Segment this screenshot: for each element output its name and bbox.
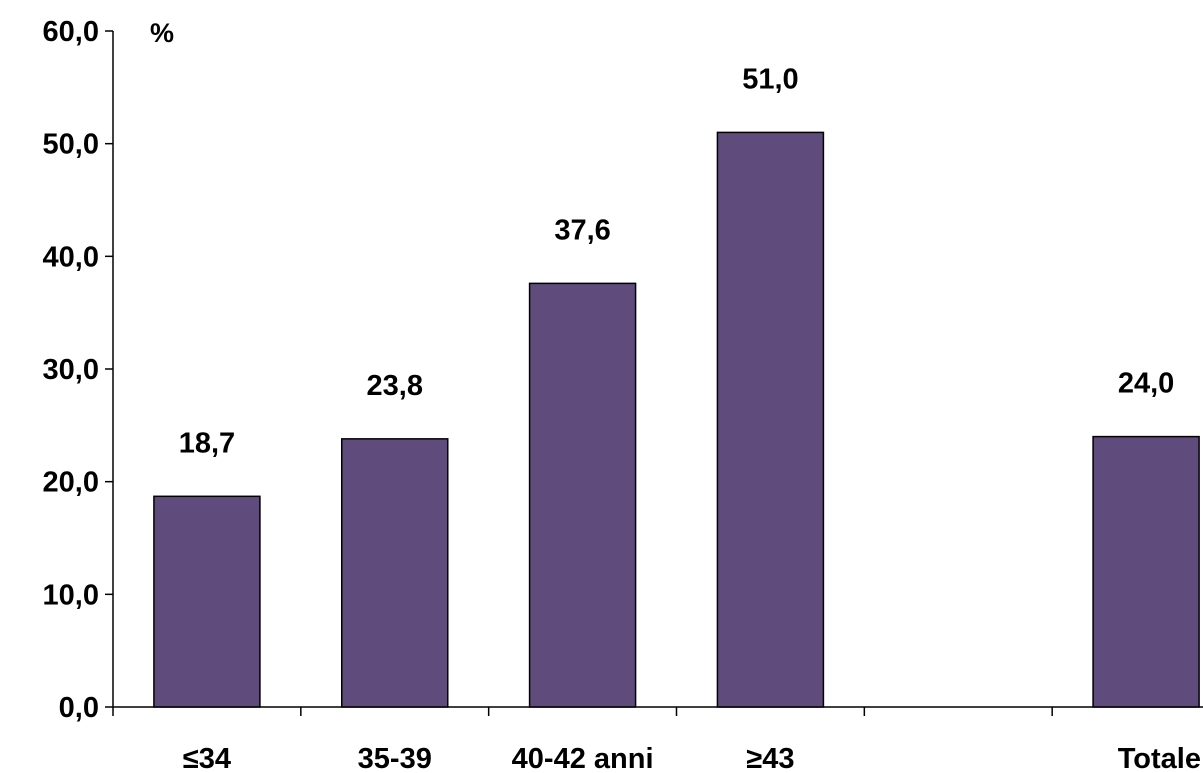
bar-value-label: 37,6 xyxy=(554,214,610,246)
x-category-label: ≤34 xyxy=(183,743,231,773)
y-tick-label: 50,0 xyxy=(43,129,99,161)
x-axis: ≤34 35-39 40-42 anni ≥43 Totale xyxy=(112,706,1203,773)
y-tick-label: 30,0 xyxy=(43,354,99,386)
y-tick-label: 10,0 xyxy=(43,579,99,611)
bar-value-label: 23,8 xyxy=(367,370,423,402)
x-category-label: 40-42 anni xyxy=(512,743,654,773)
y-tick-label: 20,0 xyxy=(43,467,99,499)
bar xyxy=(341,438,449,708)
x-category-label: Totale xyxy=(1118,743,1201,773)
x-category-label: 35-39 xyxy=(358,743,432,773)
y-axis: 0,0 10,0 20,0 30,0 40,0 50,0 60,0 xyxy=(43,16,114,724)
y-tick-label: 40,0 xyxy=(43,241,99,273)
bars: 18,7 23,8 37,6 51,0 24,0 xyxy=(153,63,1200,708)
y-tick-label: 0,0 xyxy=(59,692,99,724)
bar-value-label: 24,0 xyxy=(1118,368,1174,400)
bar xyxy=(716,131,825,708)
bar xyxy=(153,495,261,708)
bar-value-label: 18,7 xyxy=(179,427,235,459)
bar-value-label: 51,0 xyxy=(742,63,798,95)
x-category-label: ≥43 xyxy=(746,743,794,773)
bar xyxy=(528,282,637,708)
y-tick-label: 60,0 xyxy=(43,16,99,48)
bar xyxy=(1092,435,1200,708)
y-axis-unit-label: % xyxy=(150,18,174,48)
